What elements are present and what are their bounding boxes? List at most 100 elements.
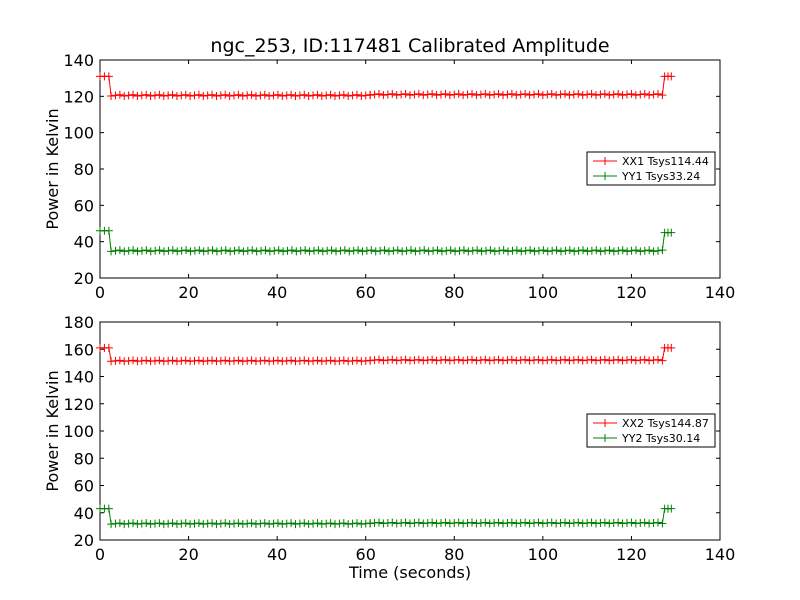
data-point-marker <box>494 518 503 527</box>
data-point-marker <box>490 247 499 256</box>
data-point-marker <box>115 519 124 528</box>
data-point-marker <box>415 246 424 255</box>
data-point-marker <box>600 89 609 98</box>
data-point-marker <box>388 518 397 527</box>
legend-entry: XX2 Tsys144.87 <box>622 417 709 430</box>
y-tick-label: 80 <box>74 449 94 468</box>
data-point-marker <box>367 246 376 255</box>
data-point-marker <box>414 518 423 527</box>
data-point-marker <box>115 90 124 99</box>
y-tick-label: 140 <box>63 368 94 387</box>
y-tick-label: 60 <box>74 477 94 496</box>
data-point-marker <box>371 247 380 256</box>
data-point-marker <box>252 247 261 256</box>
data-point-marker <box>173 247 182 256</box>
data-point-marker <box>654 246 663 255</box>
data-point-marker <box>627 355 636 364</box>
data-point-marker <box>164 246 173 255</box>
data-point-marker <box>600 355 609 364</box>
data-point-marker <box>574 518 583 527</box>
data-point-marker <box>261 246 270 255</box>
data-point-marker <box>212 247 221 256</box>
data-point-marker <box>204 246 213 255</box>
x-tick-label: 0 <box>95 283 105 302</box>
data-point-marker <box>667 343 676 352</box>
data-point-marker <box>269 91 278 100</box>
chart-title: ngc_253, ID:117481 Calibrated Amplitude <box>210 35 609 57</box>
data-point-marker <box>401 355 410 364</box>
data-point-marker <box>221 90 230 99</box>
data-point-marker <box>654 518 662 527</box>
data-point-marker <box>516 90 525 99</box>
data-point-marker <box>195 246 204 255</box>
data-point-marker <box>441 355 450 364</box>
data-point-marker <box>543 247 552 256</box>
data-point-marker <box>389 246 398 255</box>
data-point-marker <box>375 518 383 527</box>
data-point-marker <box>454 355 463 364</box>
data-point-marker <box>212 92 221 101</box>
data-point-marker <box>596 90 605 99</box>
data-point-marker <box>181 519 190 528</box>
data-point-marker <box>120 92 129 101</box>
y-tick-label: 20 <box>74 531 94 550</box>
data-point-marker <box>133 247 142 256</box>
data-point-marker <box>172 92 181 101</box>
legend-swatch-marker <box>601 419 609 427</box>
data-point-marker <box>424 247 433 256</box>
data-point-marker <box>645 91 654 100</box>
data-point-marker <box>164 91 173 100</box>
data-point-marker <box>658 519 667 528</box>
y-axis-label: Power in Kelvin <box>43 108 62 229</box>
data-point-marker <box>287 246 296 255</box>
data-point-marker <box>556 90 565 99</box>
data-point-marker <box>273 90 282 99</box>
data-point-marker <box>407 246 416 255</box>
data-point-marker <box>450 90 459 99</box>
data-point-marker <box>552 91 561 100</box>
data-point-marker <box>247 519 256 528</box>
data-point-marker <box>530 247 539 256</box>
data-point-marker <box>142 519 151 528</box>
data-point-marker <box>468 246 477 255</box>
data-point-marker <box>543 90 552 99</box>
data-point-marker <box>445 91 454 100</box>
data-point-marker <box>292 247 301 256</box>
data-point-marker <box>349 246 358 255</box>
data-point-marker <box>521 246 530 255</box>
data-point-marker <box>295 91 304 100</box>
data-point-marker <box>392 91 401 100</box>
x-tick-label: 40 <box>267 283 287 302</box>
data-point-marker <box>503 90 512 99</box>
legend-swatch-marker <box>601 172 609 180</box>
data-point-marker <box>199 247 208 256</box>
data-point-marker <box>300 519 309 528</box>
data-point-marker <box>477 247 486 256</box>
data-point-marker <box>614 246 623 255</box>
data-point-marker <box>406 91 414 100</box>
data-point-marker <box>146 92 155 101</box>
data-point-marker <box>256 91 265 100</box>
data-point-marker <box>587 89 596 98</box>
data-point-marker <box>274 246 283 255</box>
data-point-marker <box>216 91 225 100</box>
data-point-marker <box>234 246 243 255</box>
data-point-marker <box>499 91 507 100</box>
data-point-marker <box>234 90 243 99</box>
data-point-marker <box>442 246 451 255</box>
data-point-marker <box>379 91 388 100</box>
data-point-marker <box>273 356 282 365</box>
x-tick-label: 80 <box>444 545 464 564</box>
data-point-marker <box>561 355 569 364</box>
data-point-marker <box>446 246 455 255</box>
data-point-marker <box>238 92 247 101</box>
data-point-marker <box>631 246 640 255</box>
data-point-marker <box>654 355 662 364</box>
y-tick-label: 120 <box>63 395 94 414</box>
x-tick-label: 140 <box>705 545 736 564</box>
data-point-marker <box>565 91 574 100</box>
x-tick-label: 20 <box>178 545 198 564</box>
data-point-marker <box>569 90 578 99</box>
data-point-marker <box>348 91 357 100</box>
